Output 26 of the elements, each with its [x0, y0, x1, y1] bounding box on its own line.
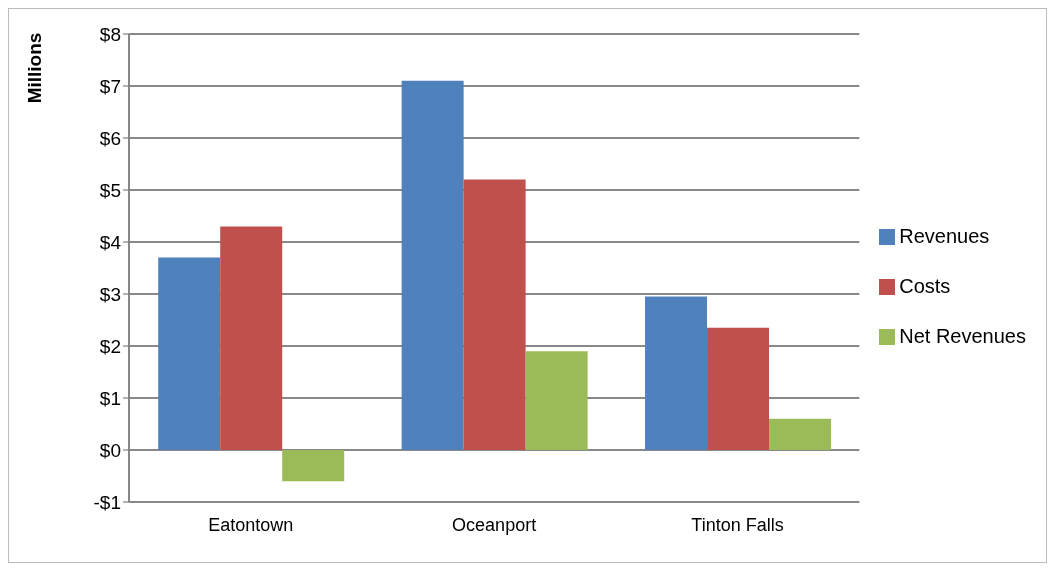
y-tick-label: $2 [99, 335, 121, 357]
x-tick-label: Oceanport [452, 514, 537, 535]
y-tick-label: $7 [99, 75, 121, 97]
y-axis-title: Millions [23, 32, 45, 104]
y-tick-label: $1 [99, 387, 121, 409]
legend-label: Costs [899, 274, 951, 297]
bar [525, 351, 588, 450]
bar [401, 80, 464, 450]
y-tick-label: -$1 [93, 491, 121, 513]
y-tick-label: $4 [99, 231, 122, 253]
y-tick-label: $0 [99, 439, 121, 461]
bar [158, 257, 221, 450]
bar [645, 296, 708, 450]
legend-label: Revenues [899, 224, 990, 247]
bar [769, 418, 832, 450]
x-tick-label: Eatontown [208, 514, 294, 535]
y-tick-label: $8 [99, 23, 121, 45]
bar [282, 450, 345, 482]
bar [220, 226, 283, 450]
x-tick-label: Tinton Falls [691, 514, 784, 535]
y-tick-label: $3 [99, 283, 121, 305]
legend-label: Net Revenues [899, 324, 1026, 347]
y-tick-label: $6 [99, 127, 121, 149]
bar [707, 327, 770, 450]
y-tick-label: $5 [99, 179, 121, 201]
bar [463, 179, 526, 450]
